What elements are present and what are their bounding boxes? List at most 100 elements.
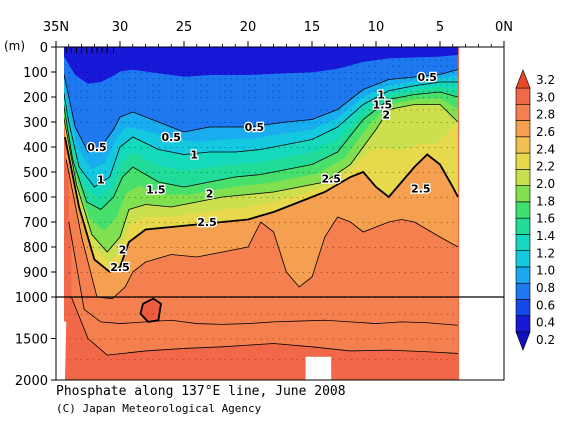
sample-dot [260, 172, 262, 173]
sample-dot [110, 222, 112, 223]
sample-dot [446, 65, 448, 67]
sample-dot [410, 313, 412, 315]
sample-dot [164, 53, 166, 55]
sample-dot [164, 65, 166, 67]
sample-dot [92, 78, 94, 80]
sample-dot [302, 147, 304, 148]
sample-dot [152, 222, 154, 223]
x-tick-label: 20 [240, 20, 257, 35]
sample-dot [278, 172, 280, 173]
sample-dot [452, 72, 454, 73]
sample-dot [428, 53, 430, 55]
sample-dot [392, 359, 394, 361]
sample-dot [326, 53, 328, 55]
sample-dot [152, 338, 154, 340]
sample-dot [284, 272, 286, 273]
sample-dot [140, 222, 142, 223]
sample-dot [236, 338, 238, 340]
sample-dot [248, 97, 250, 98]
y-tick-label: 0 [40, 41, 48, 56]
sample-dot [344, 109, 346, 111]
sample-dot [212, 272, 214, 273]
sample-dot [206, 222, 208, 223]
sample-dot [98, 84, 100, 86]
sample-dot [320, 78, 322, 80]
sample-dot [362, 272, 364, 273]
sample-dot [104, 247, 106, 248]
sample-dot [122, 359, 124, 361]
sample-dot [158, 65, 160, 67]
sample-dot [332, 109, 334, 111]
sample-dot [254, 222, 256, 223]
sample-dot [134, 313, 136, 315]
sample-dot [104, 109, 106, 111]
sample-dot [224, 53, 226, 55]
sample-dot [140, 90, 142, 92]
sample-dot [170, 222, 172, 223]
sample-dot [74, 78, 76, 80]
sample-dot [218, 172, 220, 173]
sample-dot [314, 247, 316, 248]
sample-dot [284, 65, 286, 67]
sample-dot [332, 222, 334, 223]
sample-dot [212, 84, 214, 86]
sample-dot [422, 65, 424, 67]
colorbar-segment [515, 169, 531, 186]
colorbar-label: 3.2 [536, 73, 555, 87]
sample-dot [176, 172, 178, 173]
sample-dot [122, 247, 124, 248]
sample-dot [146, 359, 148, 361]
sample-dot [398, 53, 400, 55]
sample-dot [410, 247, 412, 248]
sample-dot [212, 313, 214, 315]
sample-dot [194, 90, 196, 92]
sample-dot [386, 172, 388, 173]
sample-dot [272, 313, 274, 315]
sample-dot [86, 122, 88, 123]
sample-dot [386, 72, 388, 73]
sample-dot [332, 65, 334, 67]
sample-dot [104, 313, 106, 315]
y-tick-label: 400 [23, 141, 48, 156]
sample-dot [122, 72, 124, 73]
sample-dot [272, 272, 274, 273]
sample-dot [410, 147, 412, 148]
sample-dot [404, 197, 406, 198]
sample-dot [92, 272, 94, 273]
sample-dot [206, 65, 208, 67]
sample-dot [446, 78, 448, 80]
sample-dot [266, 53, 268, 55]
sample-dot [116, 109, 118, 111]
sample-dot [104, 59, 106, 61]
sample-dot [152, 272, 154, 273]
sample-dot [452, 122, 454, 123]
sample-dot [110, 72, 112, 73]
sample-dot [404, 222, 406, 223]
sample-dot [74, 313, 76, 315]
sample-dot [410, 78, 412, 80]
sample-dot [416, 122, 418, 123]
sample-dot [134, 90, 136, 92]
sample-dot [158, 84, 160, 86]
sample-dot [260, 78, 262, 80]
sample-dot [440, 65, 442, 67]
sample-dot [170, 84, 172, 86]
sample-dot [170, 272, 172, 273]
sample-dot [200, 84, 202, 86]
sample-dot [182, 313, 184, 315]
sample-dot [260, 147, 262, 148]
sample-dot [194, 84, 196, 86]
colorbar-segment [515, 315, 531, 333]
sample-dot [140, 172, 142, 173]
sample-dot [80, 359, 82, 361]
sample-dot [242, 109, 244, 111]
sample-dot [230, 222, 232, 223]
sample-dot [170, 78, 172, 80]
sample-dot [356, 147, 358, 148]
sample-dot [146, 147, 148, 148]
sample-dot [392, 122, 394, 123]
sample-dot [122, 53, 124, 55]
y-tick-label: 700 [23, 216, 48, 231]
sample-dot [236, 109, 238, 111]
sample-dot [80, 147, 82, 148]
